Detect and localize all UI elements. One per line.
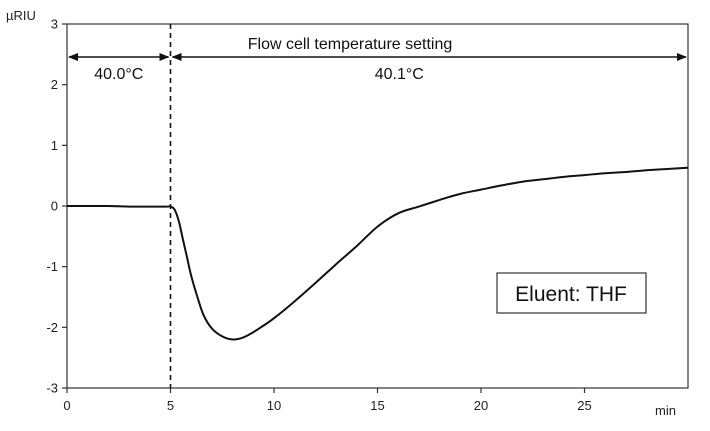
- x-axis-unit: min: [655, 403, 676, 418]
- y-axis-unit: µRIU: [6, 8, 36, 23]
- x-axis-ticks: 0 5 10 15 20 25: [63, 388, 592, 413]
- y-axis-ticks: 3 2 1 0 -1 -2 -3: [46, 17, 67, 396]
- eluent-label: Eluent: THF: [515, 283, 627, 306]
- y-tick-label: -2: [46, 320, 58, 335]
- x-tick-label: 25: [577, 398, 591, 413]
- x-tick-label: 10: [267, 398, 281, 413]
- x-tick-label: 15: [370, 398, 384, 413]
- y-tick-label: -3: [46, 381, 58, 396]
- y-tick-label: 1: [51, 138, 58, 153]
- signal-line: [67, 166, 689, 341]
- x-tick-label: 5: [167, 398, 174, 413]
- x-tick-label: 0: [63, 398, 70, 413]
- segment-right-label: 40.1°C: [375, 66, 424, 83]
- segment-left-label: 40.0°C: [94, 66, 143, 83]
- y-tick-label: 2: [51, 77, 58, 92]
- x-tick-label: 20: [474, 398, 488, 413]
- y-tick-label: 0: [51, 199, 58, 214]
- eluent-box: [496, 272, 647, 314]
- y-tick-label: 3: [51, 17, 58, 32]
- y-tick-label: -1: [46, 259, 58, 274]
- setting-label: Flow cell temperature setting: [248, 36, 453, 53]
